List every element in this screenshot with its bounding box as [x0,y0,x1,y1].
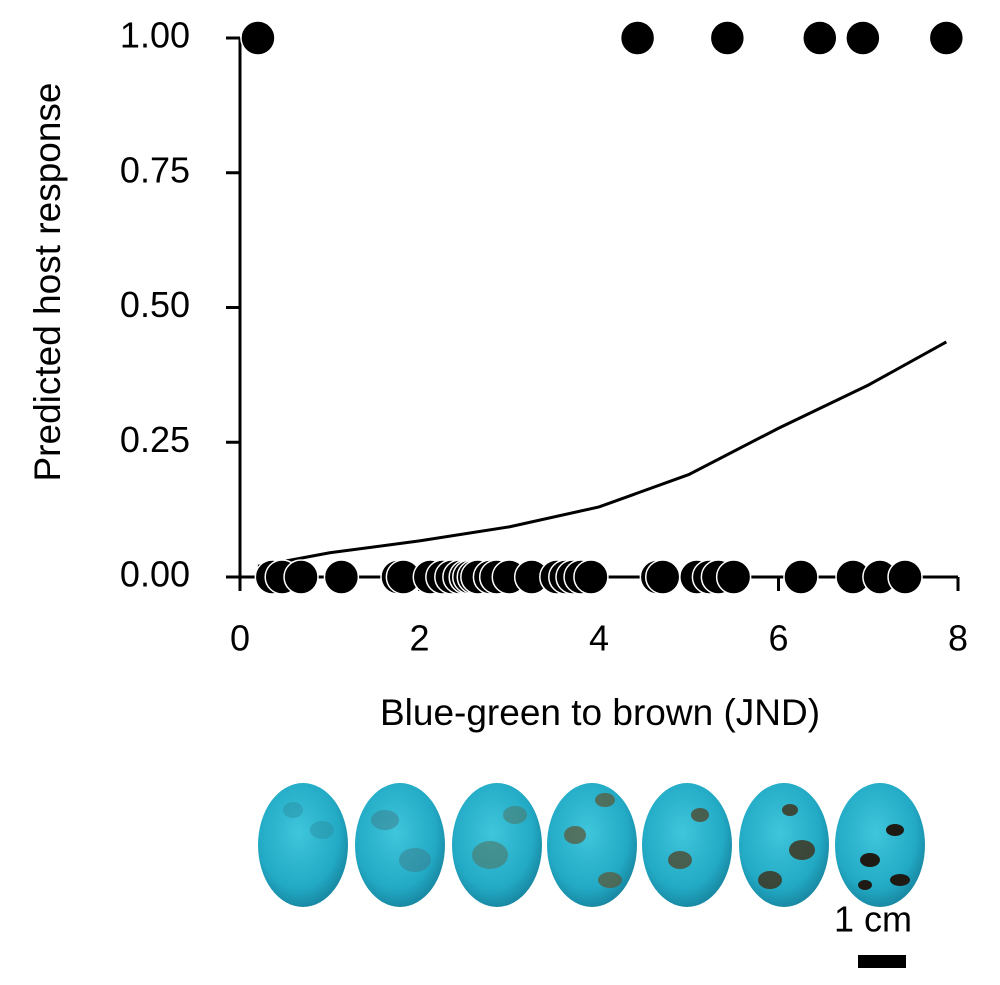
data-point [928,20,965,56]
egg-spot [472,841,508,869]
egg-spot [595,793,615,807]
data-point [802,20,838,56]
y-tick-label: 0.25 [120,419,190,460]
egg-spot [886,824,904,836]
egg-images [258,783,925,907]
data-point [573,559,609,595]
x-tick-label: 0 [230,618,250,659]
egg [258,783,348,907]
egg-spot [598,872,622,888]
egg-spot [758,871,782,889]
y-tick-label: 1.00 [120,15,190,56]
data-point [644,559,681,595]
egg-spot [399,848,431,872]
data-point [845,20,881,56]
y-tick-label: 0.75 [120,149,190,190]
data-point [715,559,752,595]
egg-spot [283,802,303,818]
data-point [887,559,923,595]
egg [835,783,925,907]
egg-spot [789,840,815,860]
egg-spot [371,810,399,830]
egg-spot [691,808,709,822]
data-point [619,20,656,56]
x-tick-label: 4 [589,618,609,659]
x-tick-label: 2 [409,618,429,659]
data-point [283,559,319,595]
egg-spot [860,853,880,867]
y-tick-label: 0.00 [120,554,190,595]
data-point [323,559,360,595]
fit-curve [257,340,948,568]
egg-spot [890,874,910,886]
data-point [783,559,819,595]
egg-spot [310,821,334,839]
egg-spot [782,804,798,816]
y-tick-label: 0.50 [120,284,190,325]
egg-spot [858,880,872,890]
scale-bar-label: 1 cm [834,899,912,940]
data-point [240,20,276,56]
x-tick-label: 8 [948,618,968,659]
x-axis-label: Blue-green to brown (JND) [380,692,820,733]
egg-spot [564,826,586,844]
egg [547,783,637,907]
egg [642,783,732,907]
data-point [709,20,746,56]
y-axis-label: Predicted host response [27,82,68,481]
egg [739,783,829,907]
x-tick-label: 6 [768,618,788,659]
egg-spot [668,851,692,869]
scale-bar [858,955,906,968]
egg [355,783,445,907]
egg-spot [503,806,527,824]
